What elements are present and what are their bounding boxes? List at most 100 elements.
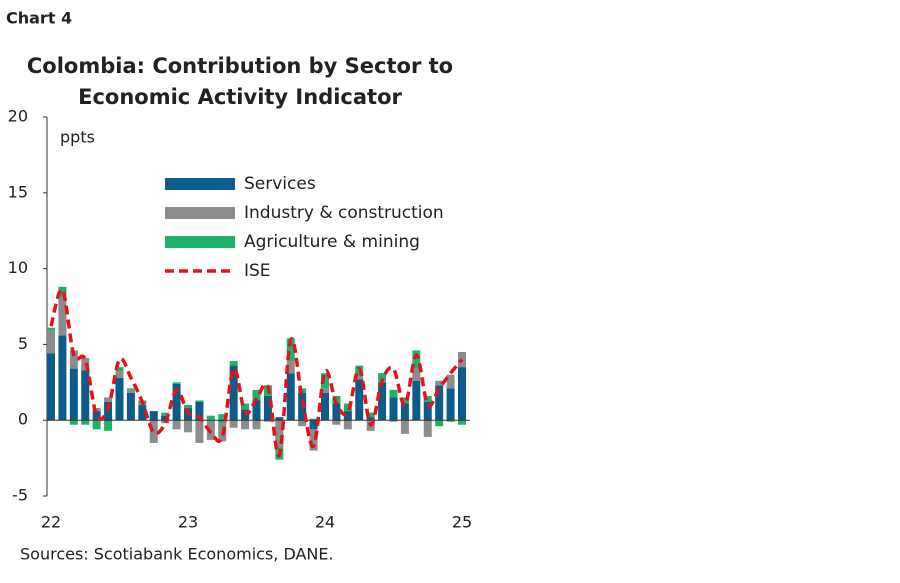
bar xyxy=(92,408,101,412)
legend-label: ISE xyxy=(244,261,271,281)
legend-label: Agriculture & mining xyxy=(244,232,420,252)
x-tick-label: 23 xyxy=(178,513,198,532)
bar xyxy=(446,374,455,389)
bar xyxy=(332,403,341,421)
bar xyxy=(229,365,238,421)
bar xyxy=(423,395,432,403)
bar xyxy=(92,420,101,430)
bar xyxy=(332,420,341,425)
bar xyxy=(81,420,90,425)
legend-label: Services xyxy=(244,174,316,194)
bar xyxy=(195,420,204,443)
chart-label: Chart 4 xyxy=(6,9,72,28)
bar xyxy=(81,370,90,421)
bar xyxy=(378,382,387,421)
bar xyxy=(309,429,318,451)
bar xyxy=(286,338,295,362)
bar xyxy=(229,361,238,366)
y-tick-label: -5 xyxy=(12,486,28,505)
chart-title: Economic Activity Indicator xyxy=(78,85,402,109)
bar xyxy=(309,418,318,421)
bar xyxy=(343,411,352,421)
line xyxy=(49,288,464,458)
bar xyxy=(252,400,261,421)
bar xyxy=(172,420,181,430)
bar xyxy=(309,420,318,430)
bar xyxy=(263,420,272,422)
legend-swatch xyxy=(165,178,235,190)
bar xyxy=(343,403,352,412)
bar xyxy=(241,403,250,410)
bar xyxy=(126,389,135,393)
y-axis-label: ppts xyxy=(60,128,95,147)
chart-title: Colombia: Contribution by Sector to xyxy=(27,54,453,78)
bar xyxy=(184,405,192,409)
bar xyxy=(355,376,364,380)
bar xyxy=(423,402,432,421)
bar xyxy=(161,415,170,421)
bar xyxy=(47,330,55,354)
bar xyxy=(366,412,375,418)
bar xyxy=(321,392,329,421)
y-tick-label: 10 xyxy=(8,258,28,277)
bar xyxy=(378,373,387,381)
bar xyxy=(298,420,307,427)
y-tick-label: 15 xyxy=(8,182,28,201)
bar xyxy=(195,402,204,421)
bar xyxy=(435,385,444,421)
bar xyxy=(275,417,284,421)
bar xyxy=(69,350,78,369)
bar xyxy=(218,420,227,422)
bar xyxy=(321,388,329,393)
bar xyxy=(115,371,124,378)
bar xyxy=(184,420,192,433)
bar xyxy=(58,297,67,336)
bar xyxy=(423,420,432,437)
bar xyxy=(229,420,238,428)
bar xyxy=(126,388,135,390)
bar xyxy=(104,420,113,431)
bar xyxy=(275,420,284,448)
bar xyxy=(47,353,55,421)
y-tick-label: 20 xyxy=(8,107,28,126)
bar xyxy=(149,420,158,443)
bar xyxy=(400,403,409,421)
bar xyxy=(126,392,135,421)
source: Sources: Scotiabank Economics, DANE. xyxy=(20,545,334,564)
bar xyxy=(321,373,329,389)
bar xyxy=(206,415,215,421)
bar xyxy=(366,417,375,421)
bar xyxy=(400,397,409,404)
bar xyxy=(446,388,455,421)
bar xyxy=(446,420,455,422)
bar xyxy=(241,420,250,430)
bar xyxy=(58,335,67,421)
bar xyxy=(149,411,158,421)
bar xyxy=(263,395,272,421)
bar xyxy=(412,380,421,421)
bar xyxy=(343,420,352,430)
bar xyxy=(435,420,444,427)
bar xyxy=(286,373,295,421)
bar xyxy=(69,420,78,425)
bar xyxy=(252,420,261,430)
bar xyxy=(458,367,466,421)
y-tick-label: 0 xyxy=(18,410,28,429)
bar xyxy=(92,411,101,421)
bar xyxy=(412,368,421,381)
bar xyxy=(355,379,364,421)
bar xyxy=(389,397,398,421)
bar xyxy=(286,361,295,374)
bar xyxy=(172,383,181,421)
bar xyxy=(172,382,181,384)
bar xyxy=(161,412,170,416)
legend-label: Industry & construction xyxy=(244,203,444,223)
x-tick-label: 24 xyxy=(315,513,335,532)
bar xyxy=(389,389,398,398)
x-tick-label: 22 xyxy=(41,513,61,532)
bar xyxy=(104,397,113,403)
bar xyxy=(218,414,227,421)
bar xyxy=(435,380,444,386)
bar xyxy=(69,368,78,421)
